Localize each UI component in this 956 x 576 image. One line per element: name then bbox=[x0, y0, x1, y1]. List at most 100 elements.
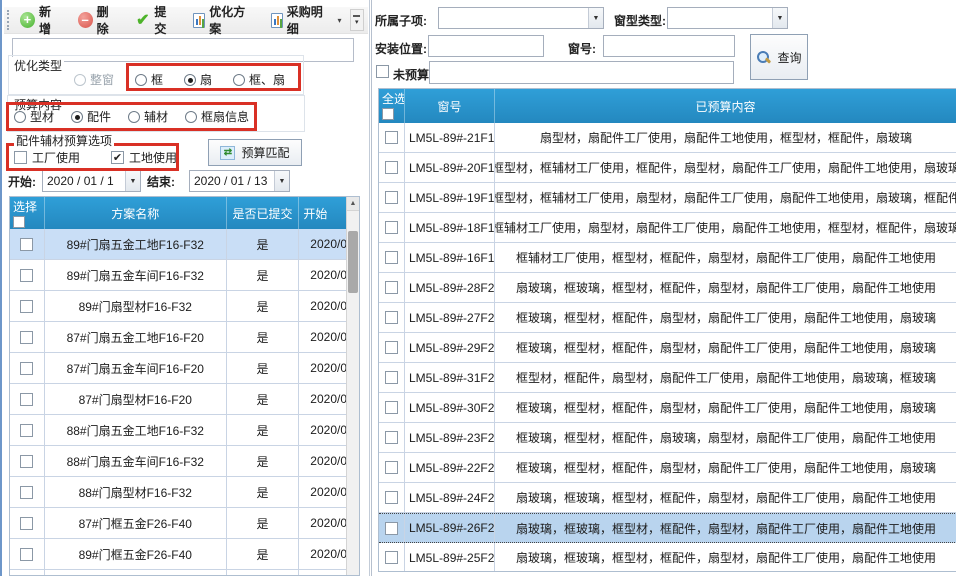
chevron-down-icon[interactable]: ▼ bbox=[274, 171, 289, 191]
row-checkbox[interactable] bbox=[20, 361, 34, 375]
budget-row[interactable]: LM5L-89#-22F20 框玻璃，框型材，框配件，扇型材，扇配件工厂使用，扇配… bbox=[379, 453, 956, 483]
row-checkbox[interactable] bbox=[385, 551, 398, 564]
radio-icon[interactable] bbox=[185, 110, 198, 123]
budget-row[interactable]: LM5L-89#-19F17 框型材，框辅材工厂使用，扇型材，扇配件工厂使用，扇配… bbox=[379, 183, 956, 213]
budget-row[interactable]: LM5L-89#-27F25 框玻璃，框型材，框配件，扇型材，扇配件工厂使用，扇配… bbox=[379, 303, 956, 333]
date-start-picker[interactable]: 2020 / 01 / 1 ▼ bbox=[42, 170, 141, 192]
toolbar-grip-icon[interactable] bbox=[7, 10, 12, 30]
row-checkbox[interactable] bbox=[20, 237, 34, 251]
scrollbar-thumb[interactable] bbox=[348, 231, 358, 293]
row-checkbox[interactable] bbox=[385, 221, 398, 234]
window-no-input[interactable] bbox=[603, 35, 735, 57]
row-checkbox[interactable] bbox=[20, 423, 34, 437]
plan-row[interactable]: 87#门框五金F26-F40 是 2020/0 bbox=[10, 508, 359, 539]
radio-icon[interactable] bbox=[233, 73, 246, 86]
budget-content-option[interactable]: 框扇信息 bbox=[185, 108, 249, 125]
row-checkbox[interactable] bbox=[20, 454, 34, 468]
checkbox-icon[interactable] bbox=[14, 151, 27, 164]
row-checkbox[interactable] bbox=[385, 341, 398, 354]
usage-option[interactable]: 工厂使用 bbox=[14, 149, 80, 166]
plan-row[interactable]: 89#门扇型材F16-F32 是 2020/0 bbox=[10, 291, 359, 322]
row-checkbox[interactable] bbox=[20, 330, 34, 344]
budget-row[interactable]: LM5L-89#-28F26 扇玻璃，框玻璃，框型材，框配件，扇型材，扇配件工厂使… bbox=[379, 273, 956, 303]
budget-match-button[interactable]: 预算匹配 bbox=[208, 139, 302, 166]
row-checkbox[interactable] bbox=[20, 299, 34, 313]
row-checkbox[interactable] bbox=[385, 491, 398, 504]
radio-icon[interactable] bbox=[14, 110, 26, 123]
budget-row[interactable]: LM5L-89#-16F15 框辅材工厂使用，框型材，框配件，扇型材，扇配件工厂使… bbox=[379, 243, 956, 273]
toolbar-button-check[interactable]: 提交 bbox=[127, 5, 185, 36]
budget-row[interactable]: LM5L-89#-29F27 框玻璃，框型材，框配件，扇型材，扇配件工厂使用，扇配… bbox=[379, 333, 956, 363]
plan-filter-input[interactable] bbox=[12, 38, 354, 62]
plan-row[interactable]: 88#门扇五金车间F16-F32 是 2020/0 bbox=[10, 446, 359, 477]
optimize-type-option[interactable]: 框 bbox=[135, 71, 163, 88]
budget-content-option[interactable]: 辅材 bbox=[128, 108, 168, 125]
checkbox-icon[interactable] bbox=[111, 151, 125, 164]
budget-row[interactable]: LM5L-89#-26F24 扇玻璃，框玻璃，框型材，框配件，扇型材，扇配件工厂使… bbox=[379, 513, 956, 543]
row-checkbox[interactable] bbox=[385, 161, 398, 174]
budget-row[interactable]: LM5L-89#-31F29 框型材，框配件，扇型材，扇配件工厂使用，扇配件工地使… bbox=[379, 363, 956, 393]
row-checkbox[interactable] bbox=[385, 251, 398, 264]
query-button[interactable]: 查询 bbox=[750, 34, 808, 80]
budget-row[interactable]: LM5L-89#-25F23 扇玻璃，框玻璃，框型材，框配件，扇型材，扇配件工厂使… bbox=[379, 543, 956, 571]
toolbar-button-report[interactable]: 优化方案 bbox=[185, 5, 263, 36]
budget-content-option[interactable]: 型材 bbox=[14, 108, 54, 125]
plan-row[interactable]: 88#门扇五金工地F16-F32 是 2020/0 bbox=[10, 415, 359, 446]
toolbar-overflow-button[interactable]: ▾ bbox=[349, 9, 364, 31]
radio-icon[interactable] bbox=[184, 73, 197, 86]
chevron-down-icon[interactable]: ▼ bbox=[772, 8, 787, 28]
row-checkbox[interactable] bbox=[20, 547, 34, 561]
row-checkbox[interactable] bbox=[385, 371, 398, 384]
plan-row[interactable]: 87#门扇五金工地F16-F20 是 2020/0 bbox=[10, 322, 359, 353]
budget-row[interactable]: LM5L-89#-23F21 框玻璃，框型材，框配件，扇玻璃，扇型材，扇配件工厂使… bbox=[379, 423, 956, 453]
plans-table-scrollbar[interactable]: ▲ bbox=[346, 197, 359, 575]
chevron-down-icon[interactable]: ▼ bbox=[588, 8, 603, 28]
toolbar-button-delete[interactable]: 删除 bbox=[70, 5, 128, 36]
radio-icon[interactable] bbox=[71, 110, 84, 123]
budget-row[interactable]: LM5L-89#-30F28 框玻璃，框型材，框配件，扇型材，扇配件工厂使用，扇配… bbox=[379, 393, 956, 423]
budget-row[interactable]: LM5L-89#-21F19 扇型材，扇配件工厂使用，扇配件工地使用，框型材，框配… bbox=[379, 123, 956, 153]
budget-row[interactable]: LM5L-89#-20F18 框型材，框辅材工厂使用，框配件，扇型材，扇配件工厂使… bbox=[379, 153, 956, 183]
row-checkbox[interactable] bbox=[20, 485, 34, 499]
row-checkbox[interactable] bbox=[385, 281, 398, 294]
budgeted-content-column-header[interactable]: 已预算内容 bbox=[495, 89, 956, 123]
date-end-picker[interactable]: 2020 / 01 / 13 ▼ bbox=[189, 170, 290, 192]
toolbar-button-add[interactable]: 新增 bbox=[12, 5, 70, 36]
usage-option[interactable]: 工地使用 bbox=[111, 149, 177, 166]
no-budget-checkbox[interactable] bbox=[376, 65, 389, 78]
row-checkbox[interactable] bbox=[20, 516, 34, 530]
radio-icon[interactable] bbox=[128, 110, 141, 123]
optimize-type-option[interactable]: 框、扇 bbox=[233, 71, 285, 88]
plan-row[interactable]: 89#门框五金F26-F40 是 2020/0 bbox=[10, 539, 359, 570]
sub-item-combobox[interactable]: ▼ bbox=[438, 7, 604, 29]
radio-icon[interactable] bbox=[135, 73, 148, 86]
row-checkbox[interactable] bbox=[385, 131, 398, 144]
plan-row[interactable]: 89#门扇五金车间F16-F32 是 2020/0 bbox=[10, 260, 359, 291]
select-all-checkbox[interactable] bbox=[13, 216, 25, 228]
plan-row[interactable]: 87#门扇五金车间F16-F20 是 2020/0 bbox=[10, 353, 359, 384]
window-type-combobox[interactable]: ▼ bbox=[667, 7, 788, 29]
plan-row[interactable]: 89#门扇五金工地F16-F32 是 2020/0 bbox=[10, 229, 359, 260]
budget-content-option[interactable]: 配件 bbox=[71, 108, 111, 125]
chevron-down-icon[interactable]: ▼ bbox=[125, 171, 140, 191]
no-budget-input[interactable] bbox=[429, 61, 734, 84]
toolbar-button-report[interactable]: 采购明细 ▾ bbox=[263, 5, 350, 36]
row-checkbox[interactable] bbox=[385, 401, 398, 414]
optimize-type-option[interactable]: 扇 bbox=[184, 71, 212, 88]
scroll-up-icon[interactable]: ▲ bbox=[347, 197, 359, 211]
dropdown-arrow-icon[interactable]: ▾ bbox=[337, 15, 342, 25]
row-checkbox[interactable] bbox=[385, 311, 398, 324]
plan-name-column-header[interactable]: 方案名称 bbox=[45, 197, 227, 229]
row-checkbox[interactable] bbox=[385, 431, 398, 444]
select-all-checkbox[interactable] bbox=[382, 108, 394, 120]
plan-row[interactable]: 87#门扇型材F16-F20 是 2020/0 bbox=[10, 384, 359, 415]
submitted-column-header[interactable]: 是否已提交 bbox=[227, 197, 300, 229]
plan-row[interactable]: 88#门扇型材F16-F32 是 2020/0 bbox=[10, 477, 359, 508]
row-checkbox[interactable] bbox=[20, 392, 34, 406]
row-checkbox[interactable] bbox=[20, 268, 34, 282]
row-checkbox[interactable] bbox=[385, 191, 398, 204]
budget-row[interactable]: LM5L-89#-18F16 框辅材工厂使用，扇型材，扇配件工厂使用，扇配件工地使… bbox=[379, 213, 956, 243]
window-no-column-header[interactable]: 窗号 bbox=[405, 89, 495, 123]
row-checkbox[interactable] bbox=[385, 461, 398, 474]
